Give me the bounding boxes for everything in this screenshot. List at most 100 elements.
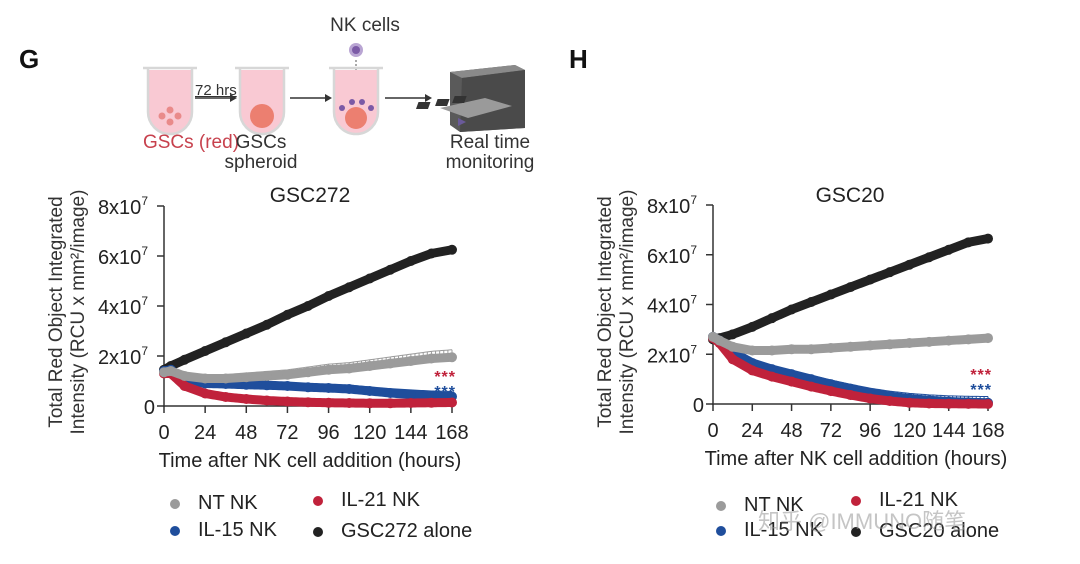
tube-gscs-icon [143, 66, 197, 136]
schema-72hrs-label: 72 hrs [195, 82, 237, 99]
data-point [426, 397, 437, 408]
data-point [447, 244, 457, 255]
data-point [825, 289, 836, 300]
series-gsc272-alone [159, 244, 457, 375]
data-point [865, 340, 876, 351]
legend-label: GSC20 alone [879, 520, 1000, 542]
y-tick-label: 8x107 [98, 194, 148, 219]
watermark: 知乎 @IMMUNO随笔 [758, 509, 967, 534]
data-point [983, 233, 993, 244]
data-point [806, 344, 817, 355]
data-point [825, 343, 836, 354]
data-point [323, 397, 334, 408]
tube-spheroid-icon [235, 66, 289, 136]
data-point [220, 373, 231, 384]
data-point [220, 392, 231, 402]
x-tick-label: 120 [353, 422, 386, 444]
data-point [865, 393, 876, 404]
legend-item-gsc272-alone: GSC272 alone [313, 520, 472, 543]
x-tick-label: 48 [235, 422, 257, 444]
data-point [364, 386, 375, 396]
chart-gsc20: 0 2x107 4x107 6x107 8x107 0 24 48 72 96 120 144 168 *… [647, 193, 1005, 442]
legend-item-gsc20-alone: GSC20 alone [851, 520, 999, 543]
data-point [241, 328, 252, 339]
data-point [727, 329, 738, 340]
legend-item-il21-nk: IL-21 NK [313, 489, 420, 512]
data-point [405, 256, 416, 266]
data-point [179, 371, 190, 381]
data-point [385, 358, 396, 369]
data-point [344, 282, 355, 293]
data-point [261, 380, 272, 391]
legend-dot-icon [716, 525, 726, 536]
data-point [261, 395, 272, 406]
data-point [405, 356, 416, 366]
y-tick-label: 2x107 [98, 344, 148, 369]
y-tick-label: 2x107 [647, 342, 697, 367]
legend-dot-icon [313, 495, 323, 506]
x-tick-label: 168 [435, 422, 468, 444]
schema-monitoring-label: monitoring [445, 152, 535, 173]
y-tick-label: 0 [144, 397, 155, 419]
data-point [904, 259, 915, 270]
data-point [323, 291, 334, 301]
incucyte-machine-icon [415, 65, 525, 132]
data-point [344, 363, 355, 374]
data-point [282, 396, 293, 407]
data-point [884, 267, 895, 278]
y-tick-label: 0 [693, 395, 704, 417]
data-point [924, 398, 935, 409]
data-point [727, 354, 738, 365]
data-point [806, 297, 817, 308]
data-point [845, 282, 856, 293]
x-tick-label: 96 [317, 422, 339, 444]
legend-dot-icon [851, 495, 861, 506]
legend-item-il15-nk: IL-15 NK [716, 519, 823, 542]
data-point [385, 264, 396, 275]
data-point [426, 353, 437, 364]
data-point [943, 335, 954, 346]
y-tick-label: 6x107 [647, 243, 697, 268]
legend-item-il15-nk: IL-15 NK [170, 519, 277, 542]
data-point [963, 398, 974, 409]
tube-coculture-icon [329, 66, 383, 136]
data-point [766, 371, 777, 382]
data-point [714, 335, 725, 346]
x-tick-label: 96 [859, 420, 881, 442]
x-axis-label-g: Time after NK cell addition (hours) [158, 450, 462, 472]
data-point [904, 338, 915, 349]
data-point [282, 309, 293, 320]
nk-cell-icon [349, 43, 363, 57]
schema-gscs-label: GSCs [235, 132, 287, 153]
x-tick-label: 24 [194, 422, 216, 444]
legend-label: NT NK [744, 494, 804, 516]
x-tick-label: 144 [932, 420, 965, 442]
x-tick-label: 0 [158, 422, 169, 444]
data-point [766, 345, 777, 356]
series-il-21-nk [708, 333, 993, 409]
schema-nk-cells-label: NK cells [330, 15, 400, 36]
legend-label: NT NK [198, 492, 258, 514]
chart-gsc272: 0 2x107 4x107 6x107 8x107 0 24 48 72 96 120 144 168 *… [98, 194, 469, 444]
data-point [323, 383, 334, 393]
data-point [282, 369, 293, 380]
data-point [447, 352, 457, 363]
chart-title-gsc272: GSC272 [269, 184, 351, 207]
legend-dot-icon [313, 526, 323, 537]
data-point [806, 381, 817, 392]
data-point [303, 382, 313, 393]
data-point [924, 336, 935, 347]
data-point [426, 248, 437, 259]
series-nt-nk [159, 349, 457, 384]
schema-real-time-label: Real time [449, 132, 531, 153]
data-point [983, 399, 993, 409]
significance-stars: *** [970, 382, 992, 399]
x-tick-label: 72 [276, 422, 298, 444]
legend-label: IL-21 NK [341, 489, 420, 511]
data-point [884, 339, 895, 350]
data-point [904, 397, 915, 408]
x-axis-label-h: Time after NK cell addition (hours) [704, 448, 1008, 470]
data-point [241, 372, 252, 383]
data-point [845, 390, 856, 401]
data-point [261, 371, 272, 381]
